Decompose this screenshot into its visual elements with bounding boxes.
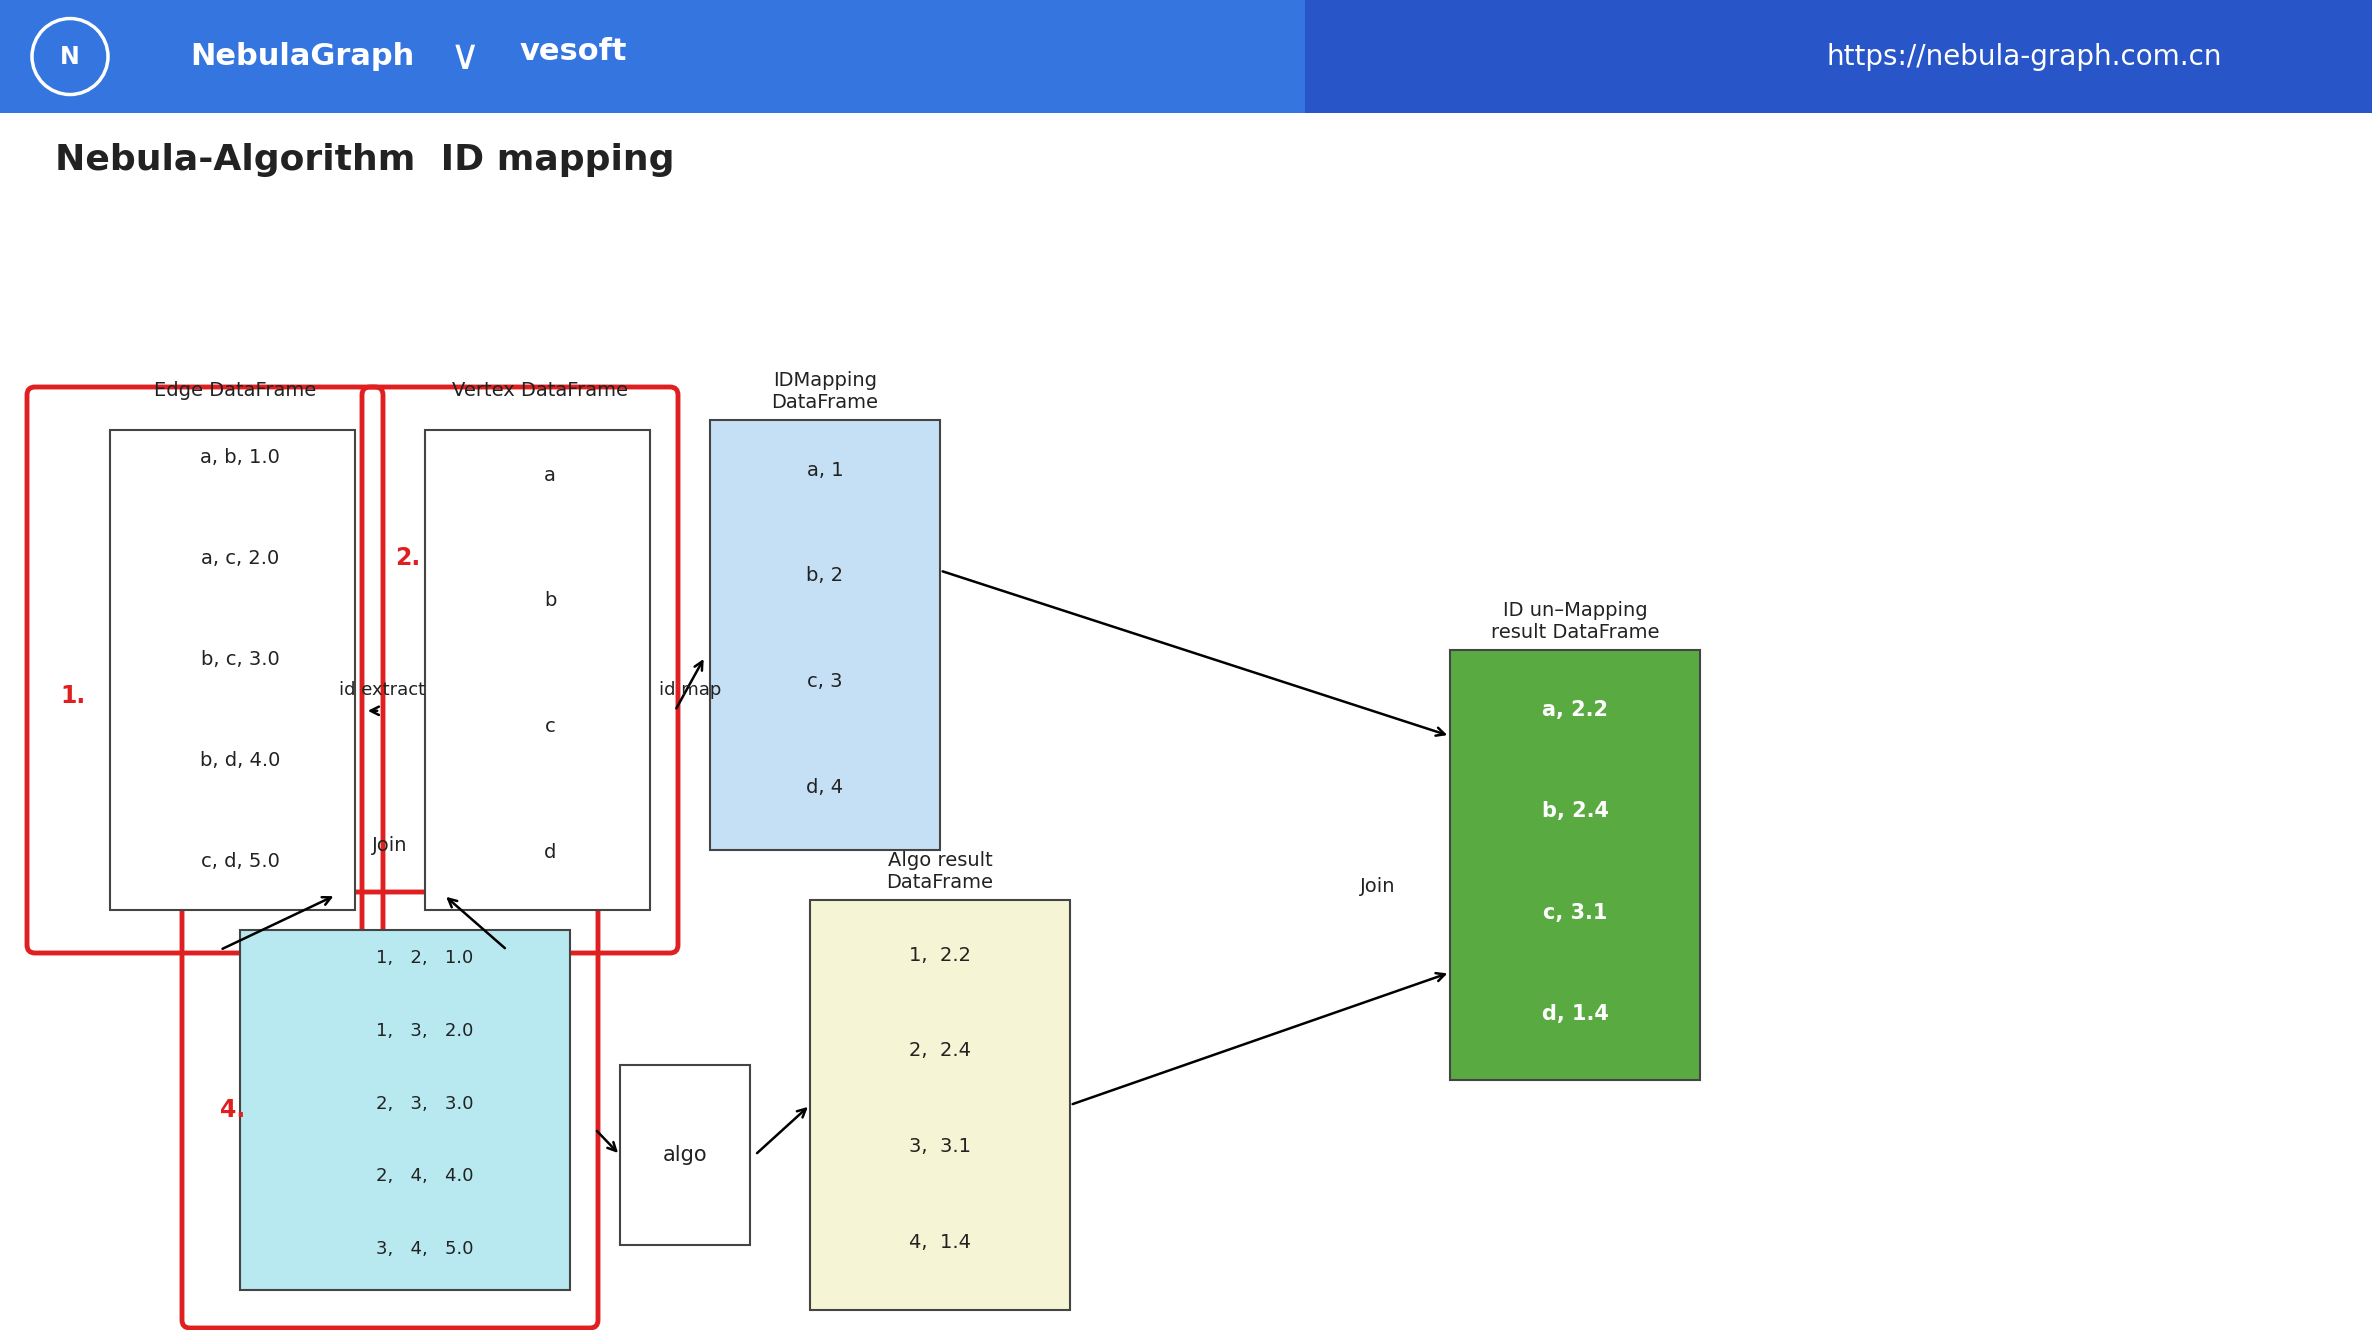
Text: 3,  3.1: 3, 3.1 [908, 1137, 970, 1156]
Text: d, 1.4: d, 1.4 [1542, 1004, 1608, 1024]
Text: b, c, 3.0: b, c, 3.0 [202, 650, 280, 669]
Text: ∨: ∨ [451, 36, 482, 77]
Text: Algo result
DataFrame: Algo result DataFrame [887, 851, 994, 892]
Text: a, 2.2: a, 2.2 [1542, 700, 1608, 720]
Bar [1449, 650, 1701, 1080]
Text: Edge DataFrame: Edge DataFrame [154, 380, 315, 400]
Text: https://nebula-graph.com.cn: https://nebula-graph.com.cn [1826, 43, 2223, 70]
Text: id map: id map [659, 681, 721, 698]
Text: b: b [543, 592, 555, 610]
Bar [109, 430, 356, 910]
Text: 3,   4,   5.0: 3, 4, 5.0 [377, 1241, 474, 1258]
Text: Join: Join [1359, 876, 1395, 896]
Text: Nebula-Algorithm  ID mapping: Nebula-Algorithm ID mapping [55, 144, 674, 177]
Text: N: N [59, 44, 81, 69]
Text: a: a [543, 465, 555, 484]
Text: c, 3.1: c, 3.1 [1542, 903, 1608, 923]
Text: algo: algo [662, 1145, 707, 1165]
Text: d: d [543, 843, 555, 862]
Text: Join: Join [372, 837, 408, 855]
Text: 1,   2,   1.0: 1, 2, 1.0 [377, 950, 474, 967]
Bar [809, 900, 1070, 1310]
Text: c, 3: c, 3 [806, 672, 842, 690]
Bar [1305, 0, 2372, 113]
Text: a, b, 1.0: a, b, 1.0 [199, 447, 280, 467]
Text: 2,   4,   4.0: 2, 4, 4.0 [377, 1168, 474, 1185]
Bar [425, 430, 650, 910]
Text: 4.: 4. [221, 1099, 244, 1123]
Text: 2,  2.4: 2, 2.4 [908, 1041, 970, 1060]
Text: 1,   3,   2.0: 1, 3, 2.0 [377, 1021, 474, 1040]
Bar [0, 0, 1305, 113]
Text: 4,  1.4: 4, 1.4 [908, 1233, 970, 1252]
Text: c, d, 5.0: c, d, 5.0 [202, 853, 280, 871]
Text: IDMapping
DataFrame: IDMapping DataFrame [771, 371, 878, 412]
Text: ID un–Mapping
result DataFrame: ID un–Mapping result DataFrame [1490, 601, 1660, 642]
Text: 2,   3,   3.0: 2, 3, 3.0 [377, 1095, 474, 1113]
Text: b, d, 4.0: b, d, 4.0 [199, 751, 280, 770]
Bar [709, 420, 939, 850]
Text: d, 4: d, 4 [806, 778, 844, 797]
Text: 1,  2.2: 1, 2.2 [908, 946, 970, 964]
Bar [240, 930, 569, 1290]
Bar [619, 1065, 750, 1245]
Text: a, 1: a, 1 [806, 460, 844, 480]
Text: 1.: 1. [59, 684, 85, 708]
Text: b, 2: b, 2 [806, 567, 844, 585]
Text: vesoft: vesoft [519, 37, 629, 66]
Text: id extract: id extract [339, 681, 425, 698]
Text: NebulaGraph: NebulaGraph [190, 43, 415, 70]
Text: Vertex DataFrame: Vertex DataFrame [453, 380, 629, 400]
Text: a, c, 2.0: a, c, 2.0 [202, 548, 280, 568]
Text: 2.: 2. [396, 545, 420, 569]
Text: c: c [546, 717, 555, 735]
Text: b, 2.4: b, 2.4 [1542, 802, 1608, 822]
